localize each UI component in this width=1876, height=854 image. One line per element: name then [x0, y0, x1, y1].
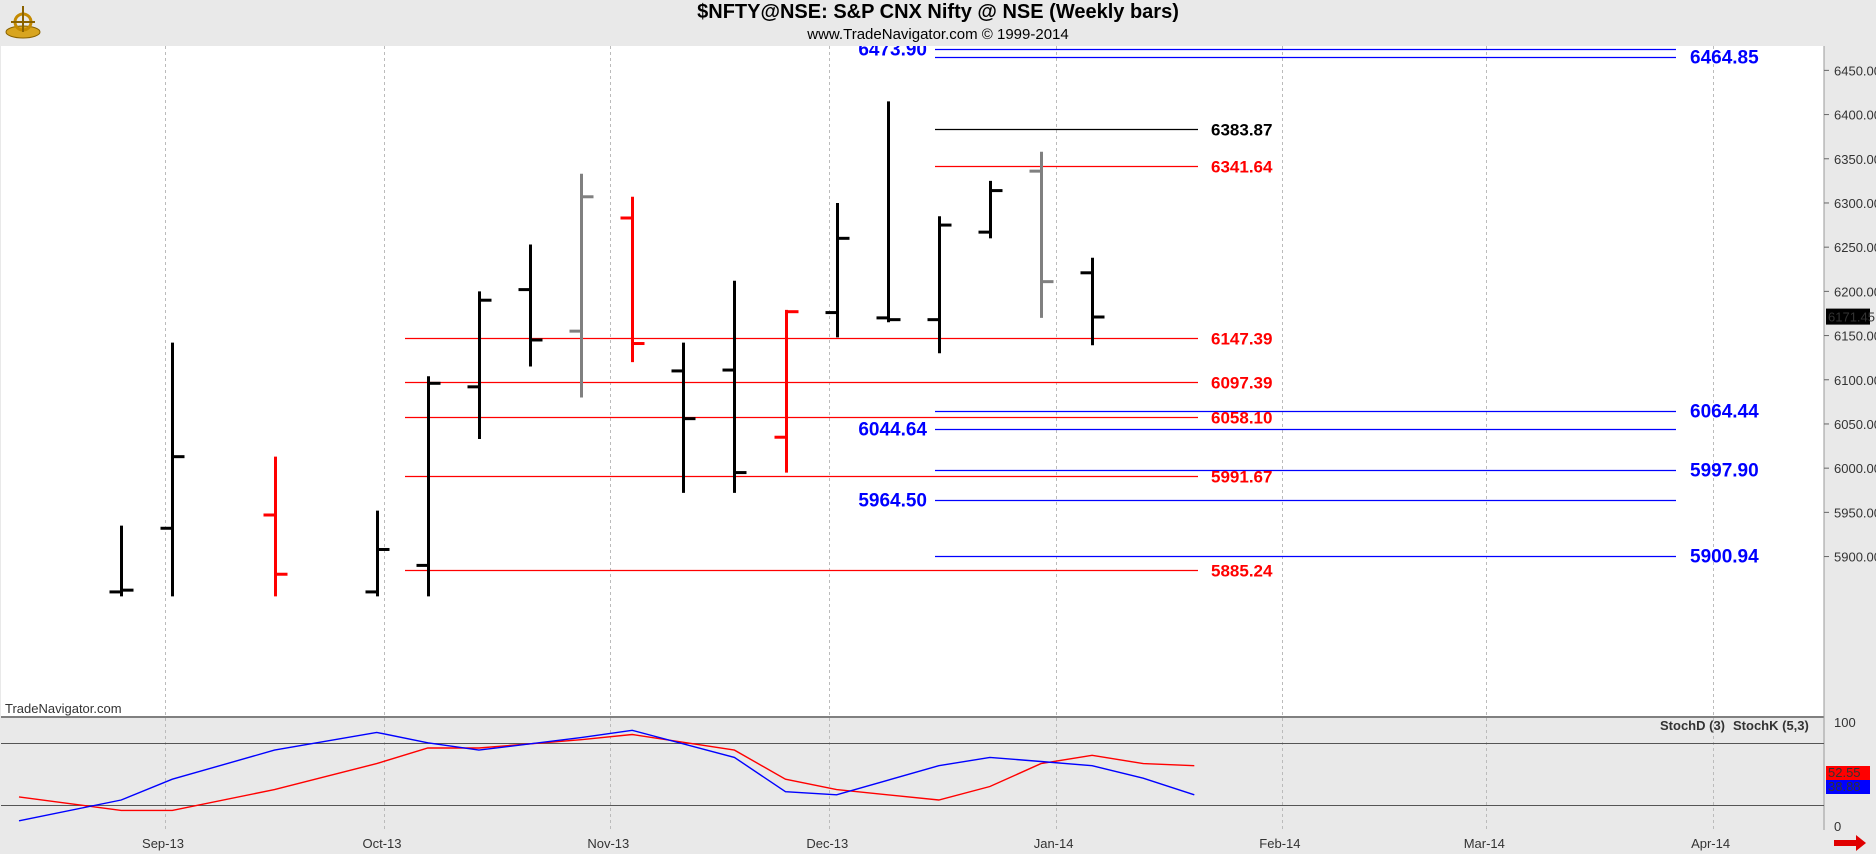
date-axis-label: Sep-13: [142, 836, 184, 851]
price-bars: [109, 101, 1105, 597]
ohlc-bar: [416, 376, 441, 597]
stoch-last-value: 52.55: [1828, 765, 1861, 780]
level-label: 6383.87: [1211, 121, 1272, 140]
price-axis-label: 6100.00: [1834, 373, 1876, 388]
level-label: 6064.44: [1690, 402, 1759, 423]
level-label: 6464.85: [1690, 48, 1759, 69]
price-axis-label: 6250.00: [1834, 240, 1876, 255]
level-label: 6058.10: [1211, 409, 1272, 428]
ohlc-bar: [467, 291, 492, 439]
scroll-right-arrow-icon[interactable]: [1834, 835, 1866, 851]
date-axis: Sep-13 Oct-13 Nov-13 Dec-13 Jan-14 Feb-14 Mar-…: [142, 836, 1730, 851]
stoch-axis-label: 100: [1834, 715, 1856, 730]
level-label: 5964.50: [858, 491, 927, 512]
stochastic-panel: [1, 729, 1824, 822]
ohlc-bar: [263, 456, 288, 597]
date-axis-label: Dec-13: [806, 836, 848, 851]
stoch-last-value-box: [1826, 766, 1870, 780]
price-axis-label: 6450.00: [1834, 63, 1876, 78]
ohlc-bar: [722, 280, 747, 493]
level-label: 6473.90: [858, 40, 927, 61]
ohlc-bar: [365, 510, 390, 597]
price-axis-label: 5950.00: [1834, 505, 1876, 520]
date-axis-label: Apr-14: [1691, 836, 1730, 851]
ohlc-bar: [620, 196, 645, 363]
ohlc-bar: [160, 342, 185, 597]
chart-title: $NFTY@NSE: S&P CNX Nifty @ NSE (Weekly b…: [697, 1, 1179, 23]
watermark: TradeNavigator.com: [5, 701, 122, 716]
stoch-legend-entry: StochD (3): [1660, 718, 1725, 733]
stoch-series-line: [18, 729, 1195, 822]
ohlc-bar: [1029, 151, 1054, 318]
level-label: 5991.67: [1211, 468, 1272, 487]
ohlc-bar: [1080, 257, 1105, 346]
date-axis-label: Feb-14: [1259, 836, 1300, 851]
ohlc-bar: [569, 173, 594, 398]
ohlc-bar: [927, 216, 952, 354]
price-axis-label: 6000.00: [1834, 461, 1876, 476]
price-axis-label: 6350.00: [1834, 152, 1876, 167]
last-price-label: 6171.45: [1828, 310, 1875, 325]
level-label: 6097.39: [1211, 374, 1272, 393]
ohlc-bar: [876, 101, 901, 323]
stoch-last-value: 38.88: [1828, 779, 1861, 794]
tradenavigator-logo-icon: [5, 6, 41, 39]
chart-header: $NFTY@NSE: S&P CNX Nifty @ NSE (Weekly b…: [0, 0, 1876, 45]
ohlc-bar: [825, 202, 850, 338]
level-label: 6044.64: [858, 420, 927, 441]
date-axis-label: Jan-14: [1034, 836, 1074, 851]
price-axis-label: 6050.00: [1834, 417, 1876, 432]
ohlc-bar: [109, 525, 134, 597]
date-axis-label: Oct-13: [362, 836, 401, 851]
grid-lines: [165, 46, 1714, 830]
last-price-box: [1826, 308, 1870, 325]
support-resistance-levels: 6473.90 6464.85 6383.87 6341.64 6147.39 6097.…: [405, 40, 1759, 581]
date-axis-label: Nov-13: [587, 836, 629, 851]
level-label: 5997.90: [1690, 461, 1759, 482]
ohlc-bar: [978, 180, 1003, 239]
level-label: 6341.64: [1211, 158, 1273, 177]
level-label: 6147.39: [1211, 330, 1272, 349]
price-axis-label: 6400.00: [1834, 108, 1876, 123]
ohlc-bar: [671, 342, 696, 493]
price-axis-label: 6150.00: [1834, 329, 1876, 344]
level-label: 5885.24: [1211, 562, 1273, 581]
price-axis: 6450.00 6400.00 6350.00 6300.00 6250.00 6200.…: [1660, 63, 1876, 834]
price-axis-label: 6200.00: [1834, 284, 1876, 299]
price-axis-label: 5900.00: [1834, 550, 1876, 565]
ohlc-bar: [518, 244, 543, 367]
stoch-last-value-box: [1826, 780, 1870, 794]
date-axis-label: Mar-14: [1464, 836, 1505, 851]
stoch-legend-entry: StochK (5,3): [1733, 718, 1809, 733]
stoch-axis-label: 0: [1834, 819, 1841, 834]
ohlc-bar: [774, 309, 799, 473]
price-axis-label: 6300.00: [1834, 196, 1876, 211]
level-label: 5900.94: [1690, 547, 1759, 568]
chart-subtitle: www.TradeNavigator.com © 1999-2014: [807, 26, 1069, 43]
